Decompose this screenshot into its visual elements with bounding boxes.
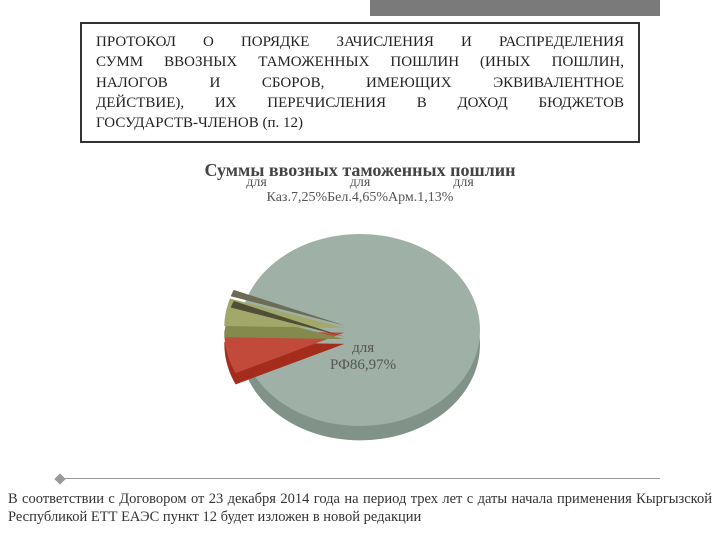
pie-wrap xyxy=(240,234,480,426)
footnote-text: В соответствии с Договором от 23 декабря… xyxy=(0,490,720,526)
slice-label-top-bel: для xyxy=(310,175,410,190)
top-accent-bar xyxy=(370,0,660,16)
header-line-3: НАЛОГОВ И СБОРОВ, ИМЕЮЩИХ ЭКВИВАЛЕНТНОЕ xyxy=(96,73,624,93)
slice-label-top-arm: для xyxy=(414,175,514,190)
header-box: ПРОТОКОЛ О ПОРЯДКЕ ЗАЧИСЛЕНИЯ И РАСПРЕДЕ… xyxy=(80,22,640,143)
main-slice-label-top: для xyxy=(330,340,396,357)
header-line-5: ГОСУДАРСТВ-ЧЛЕНОВ (п. 12) xyxy=(96,113,624,133)
main-slice-label-bot: РФ86,97% xyxy=(330,357,396,374)
header-line-1: ПРОТОКОЛ О ПОРЯДКЕ ЗАЧИСЛЕНИЯ И РАСПРЕДЕ… xyxy=(96,32,624,52)
pie-chart: для РФ86,97% xyxy=(160,200,560,470)
divider-rule xyxy=(60,478,660,479)
main-slice-label: для РФ86,97% xyxy=(330,340,396,373)
header-line-4: ДЕЙСТВИЕ), ИХ ПЕРЕЧИСЛЕНИЯ В ДОХОД БЮДЖЕ… xyxy=(96,93,624,113)
header-line-2: СУММ ВВОЗНЫХ ТАМОЖЕННЫХ ПОШЛИН (ИНЫХ ПОШ… xyxy=(96,52,624,72)
slice-label-top-kaz: для xyxy=(207,175,307,190)
